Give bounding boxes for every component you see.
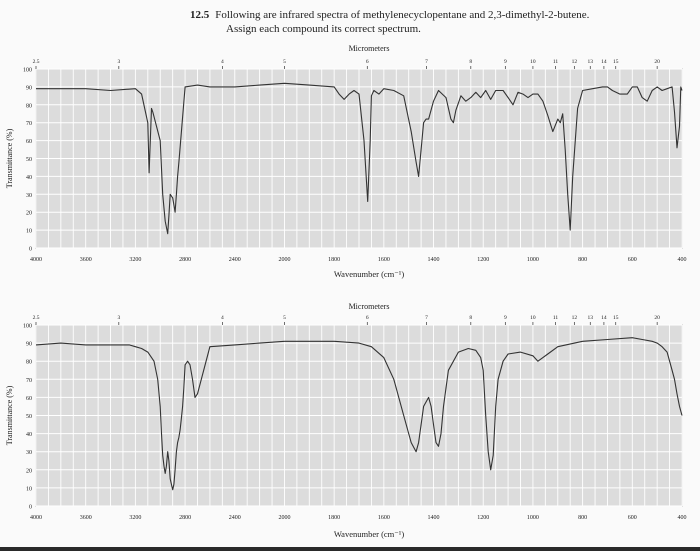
x-tick-label: 2000 [278, 257, 290, 263]
micrometer-tick-label: 9 [504, 315, 507, 321]
x-tick-label: 3600 [80, 257, 92, 263]
x-tick-label: 4000 [30, 257, 42, 263]
x-tick-label: 1600 [378, 515, 390, 521]
micrometer-tick-label: 4 [221, 59, 224, 65]
y-tick-label: 40 [26, 432, 32, 438]
x-tick-label: 2400 [229, 515, 241, 521]
y-axis-title: Transmittance (%) [5, 385, 14, 445]
micrometer-tick-label: 8 [469, 315, 472, 321]
y-tick-label: 100 [23, 324, 32, 330]
y-tick-label: 10 [26, 229, 32, 235]
micrometer-tick-label: 15 [613, 315, 619, 321]
x-tick-label: 800 [578, 257, 587, 263]
micrometer-tick-label: 12 [572, 315, 578, 321]
x-tick-label: 400 [678, 257, 687, 263]
micrometer-tick-label: 5 [283, 315, 286, 321]
y-axis-title: Transmittance (%) [5, 128, 14, 188]
y-tick-label: 50 [26, 157, 32, 163]
problem-number: 12.5 [190, 9, 210, 21]
y-tick-label: 90 [26, 342, 32, 348]
micrometer-tick-label: 3 [117, 315, 120, 321]
y-tick-label: 60 [26, 139, 32, 145]
micrometer-tick-label: 20 [654, 59, 660, 65]
x-tick-label: 4000 [30, 515, 42, 521]
bottom-border [0, 547, 700, 551]
micrometer-tick-label: 13 [588, 59, 594, 65]
x-axis-title: Wavenumber (cm⁻¹) [334, 529, 404, 539]
x-tick-label: 2000 [278, 515, 290, 521]
y-tick-label: 80 [26, 360, 32, 366]
top-axis-title: Micrometers [349, 44, 390, 53]
micrometer-tick-label: 2.5 [33, 59, 40, 65]
micrometer-tick-label: 15 [613, 59, 619, 65]
micrometer-tick-label: 7 [425, 59, 428, 65]
micrometer-tick-label: 8 [469, 59, 472, 65]
y-tick-label: 100 [23, 68, 32, 74]
x-tick-label: 1000 [527, 515, 539, 521]
spectrum-line [36, 82, 683, 235]
problem-text-line-1: Following are infrared spectra of methyl… [215, 9, 590, 21]
y-tick-label: 0 [29, 505, 32, 511]
x-tick-label: 1000 [527, 257, 539, 263]
top-axis-title: Micrometers [349, 302, 390, 311]
micrometer-tick-label: 5 [283, 59, 286, 65]
micrometer-tick-label: 11 [553, 59, 559, 65]
x-axis-title: Wavenumber (cm⁻¹) [334, 269, 404, 279]
x-tick-label: 800 [578, 515, 587, 521]
micrometer-tick-label: 10 [530, 315, 536, 321]
y-tick-label: 50 [26, 414, 32, 420]
x-tick-label: 1800 [328, 257, 340, 263]
micrometer-tick-label: 10 [530, 59, 536, 65]
x-tick-label: 1600 [378, 257, 390, 263]
micrometer-tick-label: 6 [366, 59, 369, 65]
x-tick-label: 3200 [129, 257, 141, 263]
x-tick-label: 2800 [179, 257, 191, 263]
y-tick-label: 20 [26, 211, 32, 217]
y-tick-label: 10 [26, 486, 32, 492]
problem-text-line-2: Assign each compound its correct spectru… [226, 23, 421, 35]
y-tick-label: 30 [26, 450, 32, 456]
x-tick-label: 2400 [229, 257, 241, 263]
x-tick-label: 1200 [477, 515, 489, 521]
y-tick-label: 80 [26, 103, 32, 109]
x-tick-label: 2800 [179, 515, 191, 521]
micrometer-tick-label: 3 [117, 59, 120, 65]
y-tick-label: 40 [26, 175, 32, 181]
micrometer-tick-label: 11 [553, 315, 559, 321]
spectrum-line [35, 337, 683, 491]
micrometer-tick-label: 4 [221, 315, 224, 321]
y-tick-label: 20 [26, 468, 32, 474]
micrometer-tick-label: 9 [504, 59, 507, 65]
micrometer-tick-label: 2.5 [33, 315, 40, 321]
problem-heading: 12.5 Following are infrared spectra of me… [190, 8, 695, 36]
y-tick-label: 30 [26, 193, 32, 199]
micrometer-tick-label: 20 [654, 315, 660, 321]
y-tick-label: 60 [26, 396, 32, 402]
x-tick-label: 400 [678, 515, 687, 521]
micrometer-tick-label: 14 [601, 315, 607, 321]
micrometer-tick-label: 13 [588, 315, 594, 321]
micrometer-tick-label: 7 [425, 315, 428, 321]
y-tick-label: 70 [26, 121, 32, 127]
micrometer-tick-label: 6 [366, 315, 369, 321]
y-tick-label: 90 [26, 85, 32, 91]
micrometer-tick-label: 12 [572, 59, 578, 65]
x-tick-label: 1400 [428, 257, 440, 263]
x-tick-label: 3600 [80, 515, 92, 521]
micrometer-tick-label: 14 [601, 59, 607, 65]
x-tick-label: 600 [628, 515, 637, 521]
x-tick-label: 1200 [477, 257, 489, 263]
y-tick-label: 70 [26, 378, 32, 384]
x-tick-label: 1800 [328, 515, 340, 521]
x-tick-label: 600 [628, 257, 637, 263]
x-tick-label: 1400 [428, 515, 440, 521]
x-tick-label: 3200 [129, 515, 141, 521]
y-tick-label: 0 [29, 247, 32, 253]
